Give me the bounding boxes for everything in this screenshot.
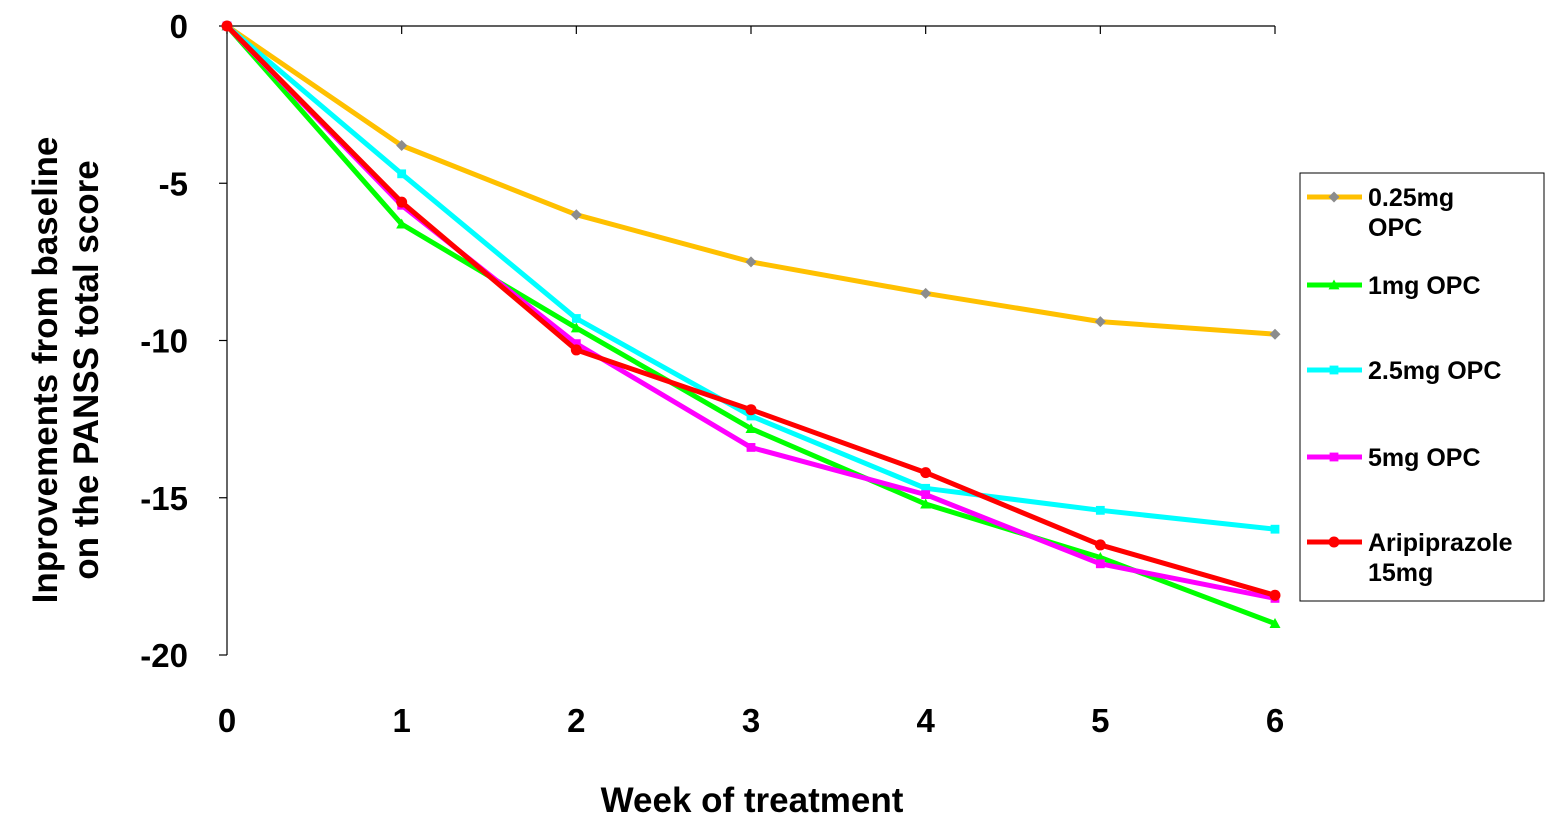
data-point bbox=[570, 344, 582, 356]
y-tick-label: -20 bbox=[140, 637, 188, 674]
x-tick-label: 6 bbox=[1266, 702, 1284, 739]
legend-label: 1mg OPC bbox=[1368, 272, 1481, 300]
series-line bbox=[224, 23, 1278, 532]
x-tick-label: 5 bbox=[1091, 702, 1109, 739]
legend-label: 0.25mg bbox=[1368, 184, 1454, 212]
data-point bbox=[570, 322, 582, 333]
data-point bbox=[396, 218, 408, 229]
data-point bbox=[745, 256, 757, 268]
x-tick-label: 1 bbox=[392, 702, 410, 739]
legend-swatch-marker bbox=[1328, 536, 1340, 548]
data-point bbox=[746, 443, 756, 452]
y-tick-label: -10 bbox=[140, 323, 188, 360]
data-point bbox=[1269, 589, 1281, 601]
y-tick-label: -5 bbox=[159, 165, 188, 202]
data-point bbox=[920, 467, 932, 479]
data-point bbox=[571, 339, 581, 349]
data-point bbox=[1269, 328, 1281, 340]
x-tick-label: 2 bbox=[567, 702, 585, 739]
legend-label: OPC bbox=[1368, 214, 1422, 242]
data-point bbox=[1270, 524, 1280, 534]
legend-swatch-marker bbox=[1329, 452, 1339, 462]
legend-box bbox=[1299, 172, 1545, 602]
legend-swatch-marker bbox=[1328, 279, 1340, 290]
data-point bbox=[571, 314, 581, 323]
legend-label: 2.5mg OPC bbox=[1368, 357, 1501, 385]
legend-swatch-marker bbox=[1328, 191, 1340, 203]
x-axis-title: Week of treatment bbox=[601, 781, 904, 820]
data-point bbox=[921, 490, 931, 500]
x-tick-label: 4 bbox=[916, 702, 935, 739]
data-point bbox=[570, 209, 582, 221]
data-point bbox=[397, 169, 407, 179]
y-axis-title-line-1: Inprovements from baseline bbox=[26, 137, 65, 604]
data-point bbox=[920, 498, 932, 509]
series-line bbox=[224, 23, 1278, 337]
data-point bbox=[396, 140, 408, 152]
data-point bbox=[746, 411, 756, 421]
data-point bbox=[221, 20, 233, 32]
data-point bbox=[921, 483, 931, 493]
y-tick-label: 0 bbox=[170, 8, 188, 45]
x-tick-label: 0 bbox=[218, 702, 236, 739]
legend-label: 5mg OPC bbox=[1368, 444, 1481, 472]
data-point bbox=[1269, 618, 1281, 628]
x-tick-label: 3 bbox=[742, 702, 760, 739]
data-point bbox=[1094, 316, 1106, 328]
data-point bbox=[920, 287, 932, 299]
data-point bbox=[745, 423, 757, 433]
axes: 0 -5 -10 -15 -20 0 1 2 3 4 5 6 bbox=[140, 8, 1284, 739]
data-point bbox=[1095, 559, 1105, 569]
legend-swatch-marker bbox=[1329, 365, 1339, 375]
legend-label: Aripiprazole bbox=[1368, 529, 1513, 557]
data-point bbox=[1095, 505, 1105, 515]
y-tick-label: -15 bbox=[140, 480, 188, 517]
axis-labels: Week of treatment Inprovements from base… bbox=[26, 137, 904, 820]
data-point bbox=[745, 404, 757, 416]
legend-label: 15mg bbox=[1368, 559, 1433, 587]
series-lines bbox=[221, 20, 1281, 628]
data-point bbox=[1094, 539, 1106, 551]
y-axis-title-line-2: on the PANSS total score bbox=[67, 160, 106, 579]
data-point bbox=[396, 196, 408, 208]
